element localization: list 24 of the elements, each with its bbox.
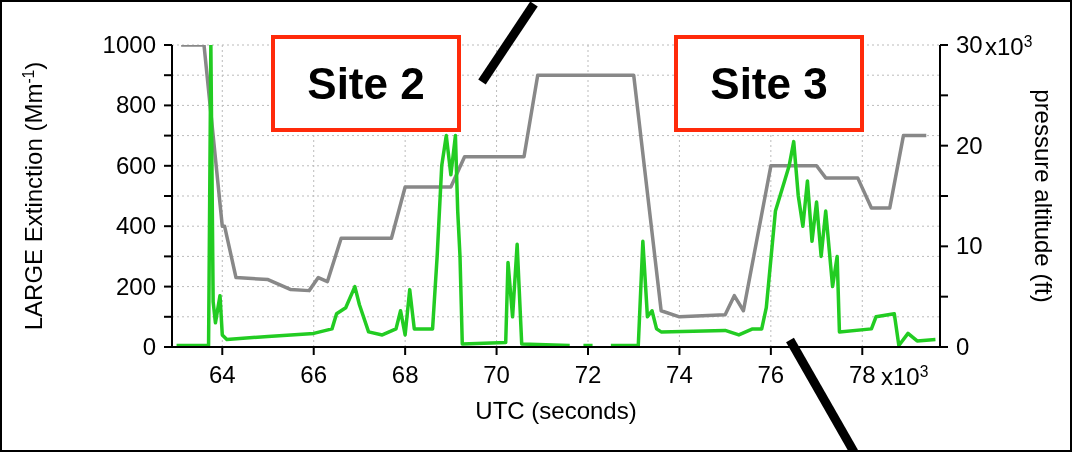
y2-tick-label: 30 [956,31,983,58]
text: x10$^{3}$ [881,362,929,390]
x-axis-title: UTC (seconds) [475,397,637,424]
y2-tick-label: 20 [956,131,983,159]
x-tick-label: 76 [757,361,785,388]
y2-tick-label: 10 [956,232,983,260]
y2-tick-label: 0 [956,333,970,360]
text: x10$^{3}$ [985,32,1033,60]
y-tick-label: 200 [115,272,156,300]
x-tick-label: 78 [848,361,876,388]
y-tick-label: 600 [115,151,156,179]
x-tick-label: 70 [483,361,510,388]
y-tick-label: 800 [115,91,156,119]
annotation: Site 2 [271,35,461,132]
y-tick-label: 0 [142,333,156,360]
x-tick-label: 72 [574,361,602,388]
y-tick-label: 400 [115,212,156,240]
y-tick-label: 1000 [102,31,156,58]
x-tick-label: 66 [300,361,328,388]
x-tick-label: 64 [208,361,236,388]
x-tick-label: 68 [391,361,419,388]
annotation: Site 3 [674,35,864,132]
y2-axis-title: pressure altitude (ft) [1030,89,1057,303]
x-tick-label: 74 [666,361,693,388]
